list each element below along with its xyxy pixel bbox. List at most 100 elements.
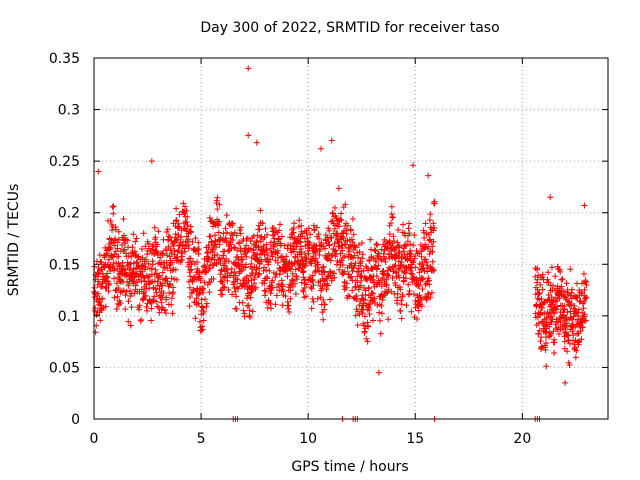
data-point — [284, 245, 291, 252]
data-point — [145, 260, 152, 267]
y-tick-label: 0.2 — [58, 206, 80, 222]
data-point — [245, 132, 252, 139]
data-point — [142, 256, 149, 263]
data-point — [282, 268, 289, 275]
data-point — [133, 235, 140, 242]
data-point — [429, 248, 436, 255]
data-point — [389, 214, 396, 221]
data-point — [550, 282, 557, 289]
data-point — [582, 278, 589, 285]
data-point — [338, 210, 345, 217]
data-point — [243, 242, 250, 249]
data-point — [256, 226, 263, 233]
data-point — [194, 259, 201, 266]
data-point — [321, 301, 328, 308]
data-point — [427, 294, 434, 301]
data-point — [164, 226, 171, 233]
data-point — [249, 308, 256, 315]
data-point — [161, 306, 168, 313]
data-point — [206, 214, 213, 221]
data-point — [225, 258, 232, 265]
data-point — [214, 194, 221, 201]
data-point — [207, 279, 214, 286]
data-point — [176, 211, 183, 218]
data-point — [214, 206, 221, 213]
data-point — [354, 279, 361, 286]
data-point — [229, 237, 236, 244]
data-point — [296, 217, 303, 224]
data-point — [315, 261, 322, 268]
data-point — [353, 296, 360, 303]
data-point — [162, 310, 169, 317]
data-point — [207, 233, 214, 240]
data-point — [130, 266, 137, 273]
data-point — [404, 232, 411, 239]
data-point — [389, 213, 396, 220]
data-point — [234, 276, 241, 283]
data-point — [403, 275, 410, 282]
data-point — [564, 348, 571, 355]
data-point — [149, 261, 156, 268]
data-point — [195, 274, 202, 281]
data-point — [535, 320, 542, 327]
data-point — [412, 298, 419, 305]
data-point — [419, 260, 426, 267]
data-point — [421, 229, 428, 236]
data-point — [396, 249, 403, 256]
data-point — [281, 242, 288, 249]
data-point — [172, 230, 179, 237]
data-point — [181, 248, 188, 255]
data-point — [122, 292, 129, 299]
data-point — [580, 270, 587, 277]
data-point — [430, 238, 437, 245]
data-point — [196, 269, 203, 276]
data-point — [326, 268, 333, 275]
data-point — [408, 264, 415, 271]
data-point — [408, 308, 415, 315]
data-point — [581, 202, 588, 209]
data-point — [112, 242, 119, 249]
data-point — [301, 235, 308, 242]
data-point — [166, 262, 173, 269]
data-point — [359, 251, 366, 258]
data-point — [368, 290, 375, 297]
data-point — [222, 234, 229, 241]
data-point — [406, 230, 413, 237]
data-point — [395, 227, 402, 234]
data-point — [324, 273, 331, 280]
data-point — [582, 295, 589, 302]
data-point — [241, 313, 248, 320]
data-point — [197, 275, 204, 282]
data-point — [198, 327, 205, 334]
data-point — [398, 315, 405, 322]
data-point — [301, 284, 308, 291]
data-point — [108, 236, 115, 243]
data-point — [566, 340, 573, 347]
data-point — [326, 241, 333, 248]
data-point — [431, 225, 438, 232]
data-point — [537, 338, 544, 345]
data-point — [200, 317, 207, 324]
data-point — [234, 247, 241, 254]
data-point — [287, 295, 294, 302]
data-point — [358, 306, 365, 313]
data-point — [107, 218, 114, 225]
data-point — [389, 274, 396, 281]
data-points — [91, 65, 590, 422]
data-point — [551, 349, 558, 356]
data-point — [348, 273, 355, 280]
data-point — [400, 248, 407, 255]
data-point — [262, 225, 269, 232]
data-point — [405, 281, 412, 288]
data-point — [107, 244, 114, 251]
data-point — [405, 225, 412, 232]
data-point — [539, 286, 546, 293]
data-point — [391, 263, 398, 270]
data-point — [187, 223, 194, 230]
data-point — [386, 222, 393, 229]
data-point — [155, 228, 162, 235]
data-point — [114, 245, 121, 252]
data-point — [429, 243, 436, 250]
data-point — [156, 309, 163, 316]
data-point — [305, 241, 312, 248]
